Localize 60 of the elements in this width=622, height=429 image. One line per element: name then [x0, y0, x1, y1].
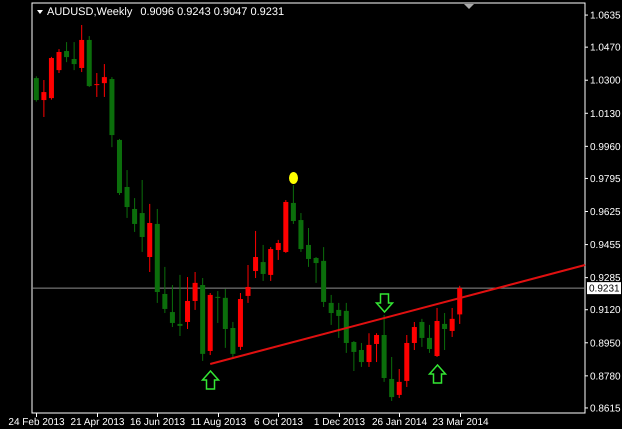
candlestick: [124, 170, 130, 218]
y-tick-label: 1.0635: [590, 10, 622, 22]
candlestick: [396, 368, 402, 399]
candlestick: [94, 72, 100, 98]
x-tick-label: 24 Feb 2013: [8, 417, 66, 428]
candlestick: [276, 239, 281, 260]
y-tick-label: 0.9625: [590, 207, 622, 218]
candlestick: [246, 264, 251, 304]
candlestick: [450, 307, 455, 338]
chart-title: AUDUSD,Weekly: [47, 6, 132, 18]
candlestick: [72, 42, 77, 71]
candlestick: [56, 48, 62, 74]
y-tick-label: 0.8780: [590, 371, 622, 382]
candlestick: [366, 332, 372, 368]
y-tick-label: 1.0130: [590, 108, 622, 120]
candlestick: [177, 274, 182, 336]
chart-subtitle: 0.9096 0.9243 0.9047 0.9231: [140, 6, 284, 18]
candlestick: [351, 340, 356, 372]
candlestick: [306, 228, 311, 268]
y-tick-label: 1.0470: [590, 42, 622, 54]
x-tick-label: 1 Dec 2013: [314, 417, 366, 428]
candlestick: [162, 266, 168, 314]
candlestick: [260, 244, 266, 282]
y-tick-label: 0.8950: [590, 338, 622, 350]
x-tick-label: 6 Oct 2013: [254, 417, 304, 428]
x-tick-label: 23 Mar 2014: [432, 417, 490, 428]
candlestick: [336, 302, 342, 338]
candlestick: [290, 184, 296, 224]
y-tick-label: 0.9455: [590, 240, 622, 252]
candlestick: [412, 321, 417, 350]
y-tick-label: 0.9285: [590, 273, 622, 284]
ref-line-label: 0.9231: [589, 284, 620, 295]
candlestick: [102, 64, 107, 98]
x-tick-label: 26 Jan 2014: [372, 417, 428, 428]
candlestick: [442, 312, 448, 350]
candlestick: [64, 42, 70, 63]
candlestick: [419, 318, 424, 348]
x-tick-label: 21 Apr 2013: [70, 417, 125, 428]
candlestick: [253, 230, 258, 279]
candlestick: [170, 284, 175, 328]
candlestick: [132, 198, 138, 232]
candlestick: [215, 290, 220, 324]
candlestick: [389, 356, 394, 402]
candlestick: [426, 324, 432, 354]
x-tick-label: 11 Aug 2013: [190, 417, 247, 428]
candlestick: [140, 179, 145, 252]
candlestick: [185, 276, 190, 330]
x-tick-label: 16 Jun 2013: [130, 417, 186, 428]
y-tick-label: 1.0300: [590, 76, 622, 87]
candlestick: [192, 271, 198, 310]
y-tick-label: 0.9795: [590, 174, 622, 185]
candlestick: [41, 80, 46, 118]
candlestick: [358, 342, 364, 368]
candlestick: [34, 76, 39, 102]
y-tick-label: 0.9120: [590, 305, 622, 316]
candlestick: [314, 256, 319, 284]
y-tick-label: 0.9960: [590, 142, 622, 153]
candlestick: [328, 294, 334, 326]
y-tick-label: 0.8615: [590, 403, 622, 414]
candlestick: [374, 332, 380, 363]
